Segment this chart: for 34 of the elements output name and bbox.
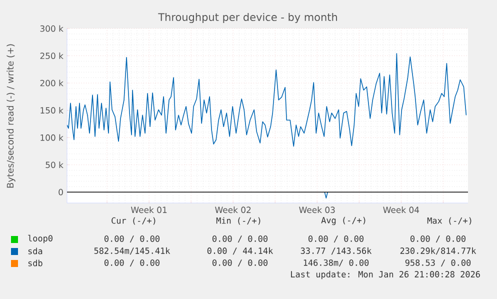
y-tick-label: 250 k bbox=[40, 52, 64, 60]
text: 0.00 / 0.00 bbox=[308, 235, 364, 243]
x-tick-label: Week 03 bbox=[299, 206, 335, 214]
text: Min (-/+) bbox=[216, 217, 260, 225]
x-tick-label: Week 04 bbox=[383, 206, 420, 214]
y-tick-label: 100 k bbox=[40, 134, 64, 141]
text: 0.00 / 0.00 bbox=[212, 235, 268, 243]
legend-label: loop0 bbox=[28, 234, 52, 244]
y-tick-label: 150 k bbox=[40, 107, 64, 114]
text: 0.00 / 44.14k bbox=[207, 247, 274, 255]
text: Cur (-/+) bbox=[112, 217, 156, 225]
text: Avg (-/+) bbox=[321, 216, 366, 226]
chart-title: Throughput per device - by month bbox=[158, 12, 337, 24]
y-tick-label: 50 k bbox=[46, 162, 64, 168]
y-tick-label: 0 bbox=[58, 188, 63, 196]
y-axis-title: Bytes/second read (-) / write (+) bbox=[6, 44, 16, 188]
text: 146.38m/ 0.00 bbox=[304, 259, 369, 267]
legend-label: sdb bbox=[28, 260, 42, 266]
text: 0.00 / 0.00 bbox=[410, 235, 466, 243]
text: Max (-/+) bbox=[427, 217, 472, 225]
text: Last update: Mon Jan 26 21:00:28 2026 bbox=[291, 270, 480, 280]
legend-label: sda bbox=[28, 248, 42, 254]
text: 958.53 / 0.00 bbox=[405, 259, 471, 267]
text: 33.77 /143.56k bbox=[300, 247, 372, 255]
x-tick-label: Week 01 bbox=[130, 206, 167, 214]
x-tick-label: Week 02 bbox=[215, 206, 251, 214]
text: 0.00 / 0.00 bbox=[104, 259, 160, 267]
y-tick-label: 200 k bbox=[40, 80, 64, 86]
text: 582.54m/145.41k bbox=[94, 247, 170, 255]
line-series bbox=[67, 53, 467, 147]
y-tick-label: 300 k bbox=[40, 25, 64, 32]
text: 0.00 / 0.00 bbox=[212, 259, 268, 267]
text: 0.00 / 0.00 bbox=[104, 235, 160, 243]
text: 230.29k/814.77k bbox=[400, 247, 476, 255]
